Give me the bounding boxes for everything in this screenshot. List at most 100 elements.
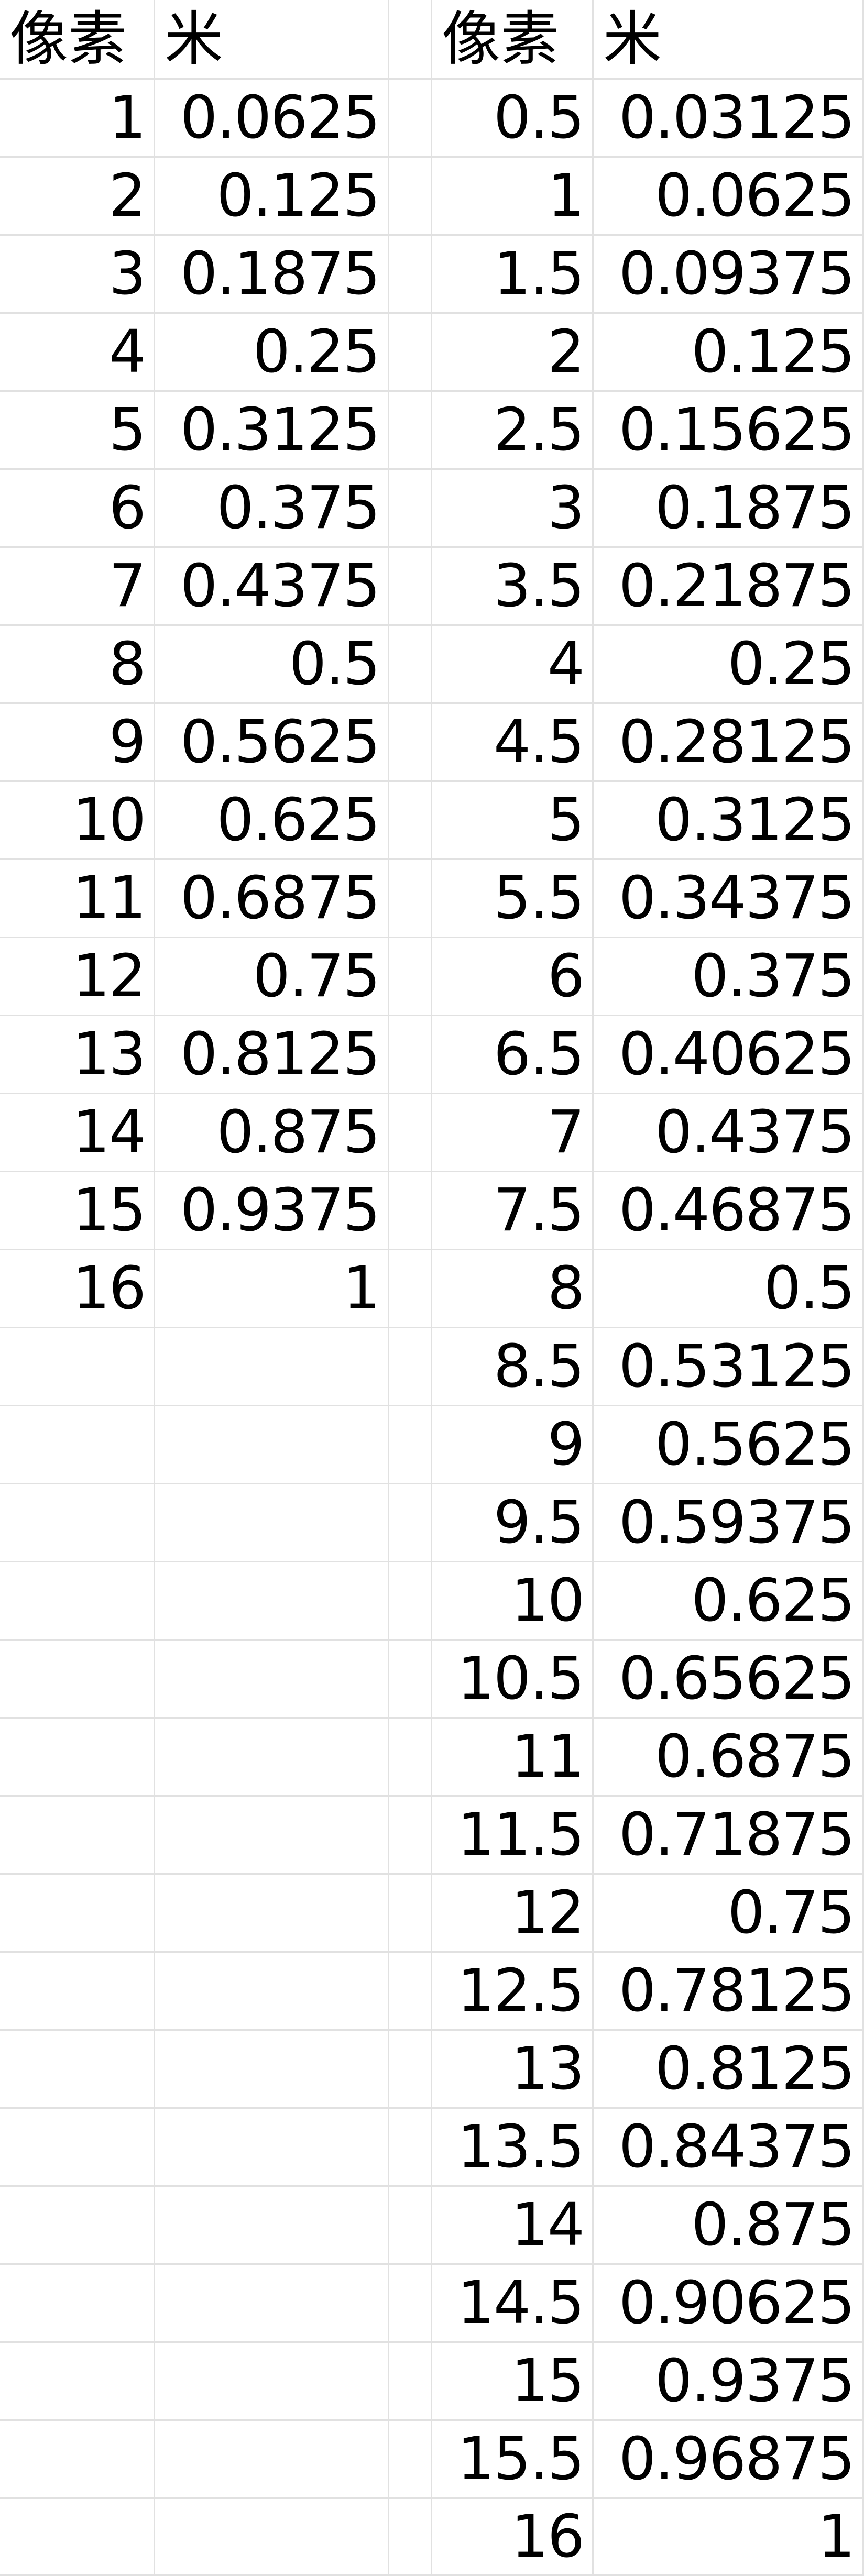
right-meter-cell[interactable]: 0.125 xyxy=(594,314,864,392)
left-meter-cell[interactable] xyxy=(155,1719,389,1797)
right-pixel-cell[interactable]: 16 xyxy=(432,2499,594,2576)
empty-cell[interactable] xyxy=(389,314,432,392)
right-pixel-cell[interactable]: 4 xyxy=(432,626,594,704)
left-meter-cell[interactable]: 0.75 xyxy=(155,938,389,1016)
left-meter-cell[interactable]: 0.5 xyxy=(155,626,389,704)
right-meter-cell[interactable]: 0.15625 xyxy=(594,392,864,470)
left-meter-cell[interactable]: 0.3125 xyxy=(155,392,389,470)
empty-cell[interactable] xyxy=(389,2109,432,2187)
right-pixel-cell[interactable]: 4.5 xyxy=(432,704,594,782)
right-pixel-cell[interactable]: 5 xyxy=(432,782,594,860)
empty-cell[interactable] xyxy=(389,548,432,626)
left-meter-cell[interactable] xyxy=(155,1484,389,1562)
right-pixel-cell[interactable]: 13.5 xyxy=(432,2109,594,2187)
left-pixel-cell[interactable]: 15 xyxy=(0,1172,155,1250)
left-meter-cell[interactable] xyxy=(155,1953,389,2031)
empty-cell[interactable] xyxy=(389,236,432,314)
left-pixel-cell[interactable] xyxy=(0,2499,155,2576)
right-meter-cell[interactable]: 0.03125 xyxy=(594,80,864,158)
right-meter-cell[interactable]: 0.4375 xyxy=(594,1094,864,1172)
left-meter-cell[interactable]: 0.0625 xyxy=(155,80,389,158)
empty-cell[interactable] xyxy=(389,2343,432,2421)
header-cell-left-pixel[interactable]: 像素 xyxy=(0,0,155,80)
right-meter-cell[interactable]: 0.84375 xyxy=(594,2109,864,2187)
left-pixel-cell[interactable] xyxy=(0,2109,155,2187)
right-meter-cell[interactable]: 1 xyxy=(594,2499,864,2576)
right-pixel-cell[interactable]: 7 xyxy=(432,1094,594,1172)
left-meter-cell[interactable] xyxy=(155,2187,389,2265)
right-meter-cell[interactable]: 0.59375 xyxy=(594,1484,864,1562)
right-pixel-cell[interactable]: 12 xyxy=(432,1875,594,1953)
left-meter-cell[interactable]: 0.8125 xyxy=(155,1016,389,1094)
left-meter-cell[interactable] xyxy=(155,1641,389,1719)
right-pixel-cell[interactable]: 12.5 xyxy=(432,1953,594,2031)
left-pixel-cell[interactable] xyxy=(0,1562,155,1641)
empty-cell[interactable] xyxy=(389,2031,432,2109)
right-meter-cell[interactable]: 0.75 xyxy=(594,1875,864,1953)
left-pixel-cell[interactable] xyxy=(0,2187,155,2265)
empty-cell[interactable] xyxy=(389,2187,432,2265)
right-meter-cell[interactable]: 0.0625 xyxy=(594,158,864,236)
left-pixel-cell[interactable]: 6 xyxy=(0,470,155,548)
right-pixel-cell[interactable]: 3 xyxy=(432,470,594,548)
left-meter-cell[interactable] xyxy=(155,1797,389,1875)
left-pixel-cell[interactable] xyxy=(0,1328,155,1406)
right-meter-cell[interactable]: 0.71875 xyxy=(594,1797,864,1875)
empty-cell[interactable] xyxy=(389,1094,432,1172)
left-pixel-cell[interactable]: 14 xyxy=(0,1094,155,1172)
left-pixel-cell[interactable] xyxy=(0,2421,155,2499)
left-pixel-cell[interactable] xyxy=(0,1406,155,1484)
right-pixel-cell[interactable]: 8.5 xyxy=(432,1328,594,1406)
left-meter-cell[interactable] xyxy=(155,2265,389,2343)
empty-cell[interactable] xyxy=(389,1875,432,1953)
right-pixel-cell[interactable]: 11 xyxy=(432,1719,594,1797)
left-meter-cell[interactable]: 0.4375 xyxy=(155,548,389,626)
left-meter-cell[interactable]: 0.625 xyxy=(155,782,389,860)
right-pixel-cell[interactable]: 5.5 xyxy=(432,860,594,938)
right-pixel-cell[interactable]: 11.5 xyxy=(432,1797,594,1875)
right-pixel-cell[interactable]: 14 xyxy=(432,2187,594,2265)
right-meter-cell[interactable]: 0.28125 xyxy=(594,704,864,782)
right-pixel-cell[interactable]: 6 xyxy=(432,938,594,1016)
left-meter-cell[interactable]: 0.5625 xyxy=(155,704,389,782)
right-meter-cell[interactable]: 0.6875 xyxy=(594,1719,864,1797)
right-meter-cell[interactable]: 0.8125 xyxy=(594,2031,864,2109)
right-meter-cell[interactable]: 0.65625 xyxy=(594,1641,864,1719)
left-pixel-cell[interactable] xyxy=(0,2031,155,2109)
right-meter-cell[interactable]: 0.46875 xyxy=(594,1172,864,1250)
right-meter-cell[interactable]: 0.78125 xyxy=(594,1953,864,2031)
right-pixel-cell[interactable]: 9.5 xyxy=(432,1484,594,1562)
empty-cell[interactable] xyxy=(389,1328,432,1406)
empty-cell[interactable] xyxy=(389,1562,432,1641)
left-meter-cell[interactable] xyxy=(155,2421,389,2499)
right-meter-cell[interactable]: 0.375 xyxy=(594,938,864,1016)
right-meter-cell[interactable]: 0.9375 xyxy=(594,2343,864,2421)
left-meter-cell[interactable] xyxy=(155,1875,389,1953)
right-meter-cell[interactable]: 0.875 xyxy=(594,2187,864,2265)
right-pixel-cell[interactable]: 10.5 xyxy=(432,1641,594,1719)
right-meter-cell[interactable]: 0.34375 xyxy=(594,860,864,938)
right-pixel-cell[interactable]: 6.5 xyxy=(432,1016,594,1094)
left-pixel-cell[interactable]: 4 xyxy=(0,314,155,392)
right-meter-cell[interactable]: 0.53125 xyxy=(594,1328,864,1406)
left-meter-cell[interactable]: 0.6875 xyxy=(155,860,389,938)
left-meter-cell[interactable] xyxy=(155,1562,389,1641)
header-cell-right-pixel[interactable]: 像素 xyxy=(432,0,594,80)
left-pixel-cell[interactable] xyxy=(0,1484,155,1562)
header-cell-right-meter[interactable]: 米 xyxy=(594,0,864,80)
right-pixel-cell[interactable]: 15 xyxy=(432,2343,594,2421)
right-pixel-cell[interactable]: 2 xyxy=(432,314,594,392)
right-meter-cell[interactable]: 0.1875 xyxy=(594,470,864,548)
empty-cell[interactable] xyxy=(389,0,432,80)
right-meter-cell[interactable]: 0.40625 xyxy=(594,1016,864,1094)
right-meter-cell[interactable]: 0.96875 xyxy=(594,2421,864,2499)
left-meter-cell[interactable] xyxy=(155,2343,389,2421)
empty-cell[interactable] xyxy=(389,470,432,548)
left-meter-cell[interactable]: 0.9375 xyxy=(155,1172,389,1250)
left-pixel-cell[interactable] xyxy=(0,1797,155,1875)
left-pixel-cell[interactable]: 13 xyxy=(0,1016,155,1094)
empty-cell[interactable] xyxy=(389,2265,432,2343)
left-pixel-cell[interactable]: 10 xyxy=(0,782,155,860)
right-pixel-cell[interactable]: 15.5 xyxy=(432,2421,594,2499)
header-cell-left-meter[interactable]: 米 xyxy=(155,0,389,80)
